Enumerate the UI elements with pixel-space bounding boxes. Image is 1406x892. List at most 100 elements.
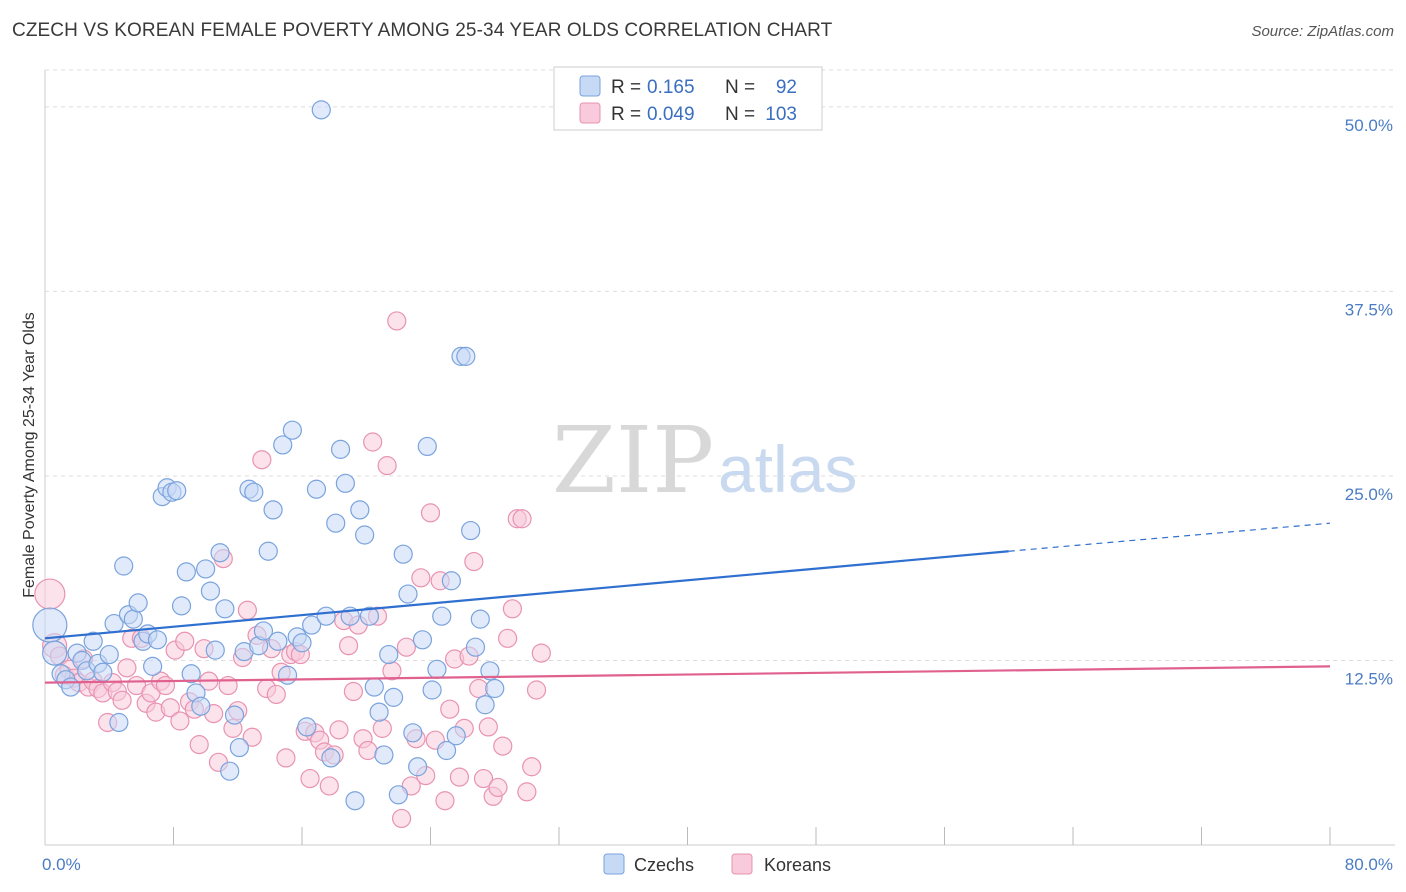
korean-point [170, 711, 190, 731]
czech-point [143, 656, 163, 676]
czech-point [306, 479, 327, 499]
czech-point [42, 640, 68, 666]
korean-point [464, 551, 484, 572]
korean-point [242, 727, 262, 747]
korean-point [34, 578, 66, 610]
korean-point [449, 767, 470, 787]
czech-point [297, 717, 317, 737]
czech-point [345, 791, 365, 811]
legend-korean-r-label: R = [611, 104, 641, 125]
czech-point [359, 606, 380, 626]
czech-point [456, 346, 476, 366]
czech-point [93, 662, 113, 682]
czech-point [244, 482, 264, 502]
czech-point [330, 439, 351, 459]
korean-point [478, 717, 498, 737]
czech-trend-line [44, 550, 1009, 640]
korean-point [531, 643, 551, 663]
czech-point [83, 631, 103, 651]
czech-point [263, 500, 283, 520]
korean-point [493, 736, 513, 756]
czech-point [128, 593, 148, 613]
czech-point [277, 665, 298, 685]
korean-point [377, 456, 397, 476]
czech-point [253, 621, 274, 641]
y-tick-label: 12.5% [1345, 669, 1393, 688]
czech-point [432, 606, 452, 626]
czech-point [388, 785, 408, 805]
czech-point [200, 581, 221, 601]
bottom-legend-czech-swatch [603, 853, 625, 875]
czech-point [422, 680, 442, 700]
legend-czech-n-value: 92 [776, 77, 797, 98]
source-credit: Source: ZipAtlas.com [1251, 23, 1394, 40]
czech-point [302, 615, 322, 635]
korean-point [502, 599, 523, 619]
czech-points [32, 100, 505, 811]
czech-point [350, 500, 370, 520]
czech-point [167, 481, 187, 501]
czech-point [427, 659, 447, 679]
y-axis-label: Female Poverty Among 25-34 Year Olds [21, 312, 38, 598]
czech-point [224, 705, 245, 725]
czech-point [215, 599, 235, 619]
legend-czech-swatch [579, 75, 601, 97]
korean-point [112, 690, 132, 710]
korean-point [440, 699, 460, 719]
watermark: ZIP atlas [552, 407, 857, 514]
korean-trend-line [44, 665, 1331, 684]
czech-point [485, 678, 505, 699]
czech-point [273, 435, 293, 455]
chart-title: CZECH VS KOREAN FEMALE POVERTY AMONG 25-… [12, 20, 833, 41]
korean-point [526, 680, 547, 700]
korean-point [266, 684, 286, 705]
czech-point [292, 633, 312, 653]
czech-point [412, 630, 433, 650]
czech-trend-extension [1008, 522, 1331, 552]
korean-point [435, 791, 455, 811]
czech-point [258, 541, 278, 561]
czech-point [480, 661, 500, 681]
czech-point [268, 631, 288, 651]
czech-point [436, 740, 457, 761]
korean-point [498, 628, 518, 648]
korean-point [363, 432, 383, 452]
legend-czech-n-label: N = [725, 77, 755, 98]
korean-point [391, 808, 412, 829]
korean-point [387, 311, 407, 331]
czech-point [205, 640, 225, 660]
czech-point [321, 748, 341, 768]
bottom-legend-korean-swatch [731, 853, 753, 875]
czech-point [316, 606, 336, 626]
tick-labels: 12.5% 25.0% 37.5% 50.0% 0.0% 80.0% [42, 116, 1393, 874]
legend-box: R = 0.165 N = 92 R = 0.049 N = 103 [553, 66, 823, 131]
watermark-atlas: atlas [718, 432, 857, 506]
korean-point [517, 782, 537, 802]
korean-point [175, 631, 195, 651]
czech-point [99, 644, 119, 665]
czech-point [374, 745, 394, 765]
czech-point [114, 556, 134, 576]
czech-point [369, 702, 389, 722]
czech-point [176, 562, 196, 582]
legend-korean-swatch [579, 102, 601, 124]
czech-point [196, 559, 216, 579]
korean-point [155, 675, 176, 696]
czech-point [364, 677, 384, 697]
korean-point [252, 450, 272, 470]
czech-point [109, 712, 129, 733]
czech-point [470, 609, 490, 629]
y-tick-label: 50.0% [1345, 116, 1393, 135]
czech-point [441, 571, 461, 591]
legend-korean-n-value: 103 [765, 104, 797, 125]
korean-point [160, 698, 180, 718]
y-tick-label: 37.5% [1345, 300, 1393, 319]
czech-point [229, 737, 249, 758]
korean-point [358, 740, 378, 761]
czech-point [311, 100, 331, 120]
czech-point [335, 473, 355, 493]
korean-point [473, 768, 494, 789]
czech-point [282, 420, 302, 440]
legend-korean-n-label: N = [725, 104, 755, 125]
